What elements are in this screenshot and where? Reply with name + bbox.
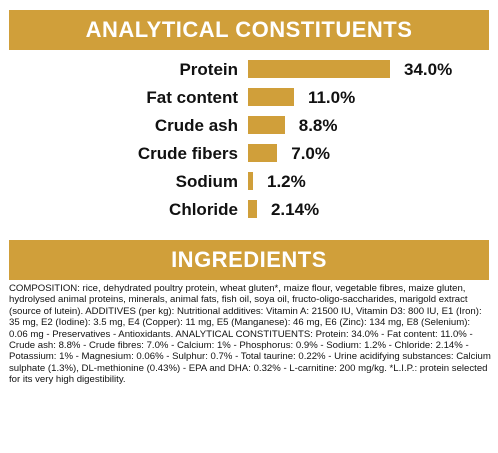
constituent-label: Crude fibers	[137, 144, 238, 163]
constituent-row: Chloride 2.14%	[0, 196, 498, 224]
constituent-value: 34.0%	[404, 60, 453, 79]
ingredients-title: INGREDIENTS	[171, 247, 327, 272]
composition-text: COMPOSITION: rice, dehydrated poultry pr…	[9, 283, 491, 386]
constituent-label: Protein	[179, 60, 238, 79]
constituent-bar	[248, 172, 253, 190]
analytical-constituents-banner: ANALYTICAL CONSTITUENTS	[9, 10, 489, 50]
ingredients-banner: INGREDIENTS	[9, 240, 489, 280]
constituent-bar	[248, 116, 285, 134]
constituent-row: Crude fibers 7.0%	[0, 140, 498, 168]
constituent-label: Chloride	[169, 200, 238, 219]
constituent-value: 2.14%	[270, 200, 320, 219]
constituent-row: Protein 34.0%	[0, 56, 498, 84]
constituent-bar	[248, 200, 257, 218]
constituent-label: Sodium	[175, 172, 238, 191]
constituent-label: Fat content	[146, 88, 238, 107]
constituent-row: Fat content 11.0%	[0, 84, 498, 112]
constituent-value: 1.2%	[267, 172, 306, 191]
constituent-label: Crude ash	[154, 116, 238, 135]
analytical-constituents-chart: Protein 34.0% Fat content 11.0% Crude ash 8.8…	[0, 56, 498, 232]
analytical-constituents-title: ANALYTICAL CONSTITUENTS	[85, 17, 413, 42]
constituent-value: 11.0%	[307, 88, 356, 107]
constituent-row: Sodium 1.2%	[0, 168, 498, 196]
constituent-value: 8.8%	[298, 116, 338, 135]
constituent-bar	[248, 60, 390, 78]
constituent-value: 7.0%	[291, 144, 330, 163]
constituent-bar	[248, 88, 294, 106]
constituent-bar	[248, 144, 278, 162]
constituent-row: Crude ash 8.8%	[0, 112, 498, 140]
